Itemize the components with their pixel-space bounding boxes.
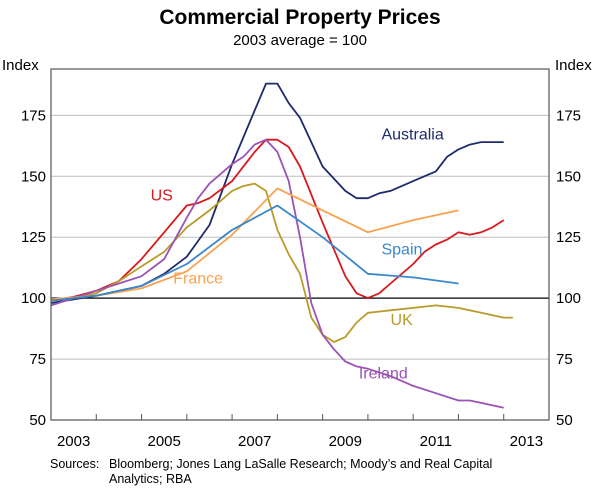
- sources-line-1: Bloomberg; Jones Lang LaSalle Research; …: [109, 457, 492, 471]
- y-tick-label-right-150: 150: [556, 168, 581, 185]
- y-tick-label-left-150: 150: [21, 168, 46, 185]
- series-line-uk: [50, 182, 513, 343]
- y-tick-labels-left: 50 75 100 125 150 175: [21, 107, 46, 429]
- chart-title: Commercial Property Prices: [159, 6, 440, 29]
- x-tick-label-2005: 2005: [147, 433, 180, 450]
- y-tick-label-left-100: 100: [21, 290, 46, 307]
- y-axis-label-right: Index: [555, 57, 592, 74]
- y-tick-label-right-50: 50: [556, 412, 573, 429]
- y-tick-label-right-125: 125: [556, 229, 581, 246]
- x-tick-label-2009: 2009: [329, 433, 362, 450]
- series-label-uk: UK: [391, 312, 414, 329]
- y-tick-label-left-125: 125: [21, 229, 46, 246]
- x-ticks: [50, 414, 550, 420]
- series-label-us: US: [151, 188, 173, 205]
- y-tick-label-right-100: 100: [556, 290, 581, 307]
- series-line-australia: [50, 82, 504, 304]
- y-tick-label-right-175: 175: [556, 107, 581, 124]
- chart-subtitle: 2003 average = 100: [233, 32, 367, 49]
- series-label-spain: Spain: [381, 241, 422, 258]
- sources-line-2: Analytics; RBA: [109, 472, 192, 486]
- y-tick-label-left-175: 175: [21, 107, 46, 124]
- series-label-ireland: Ireland: [359, 366, 408, 383]
- y-axis-label-left: Index: [2, 57, 39, 74]
- x-tick-labels: 2003 2005 2007 2009 2011 2013: [57, 433, 543, 450]
- y-tick-label-left-50: 50: [29, 412, 46, 429]
- series-line-ireland: [50, 138, 504, 409]
- x-tick-label-2011: 2011: [420, 433, 452, 450]
- plot-frame: [50, 68, 550, 421]
- y-tick-labels-right: 50 75 100 125 150 175: [556, 107, 581, 429]
- y-tick-label-left-75: 75: [29, 351, 46, 368]
- series-line-us: [50, 138, 505, 302]
- series-label-australia: Australia: [381, 127, 443, 144]
- series-line-spain: [50, 204, 459, 302]
- series-labels: Australia US UK Ireland France Spain: [151, 127, 444, 383]
- x-tick-label-2007: 2007: [238, 433, 271, 450]
- y-tick-label-right-75: 75: [556, 351, 573, 368]
- sources-label: Sources:: [50, 457, 99, 471]
- series-lines: [50, 82, 513, 409]
- gridlines: [51, 114, 549, 360]
- x-tick-label-2013: 2013: [510, 433, 543, 450]
- series-label-france: France: [173, 271, 223, 288]
- x-tick-label-2003: 2003: [57, 433, 90, 450]
